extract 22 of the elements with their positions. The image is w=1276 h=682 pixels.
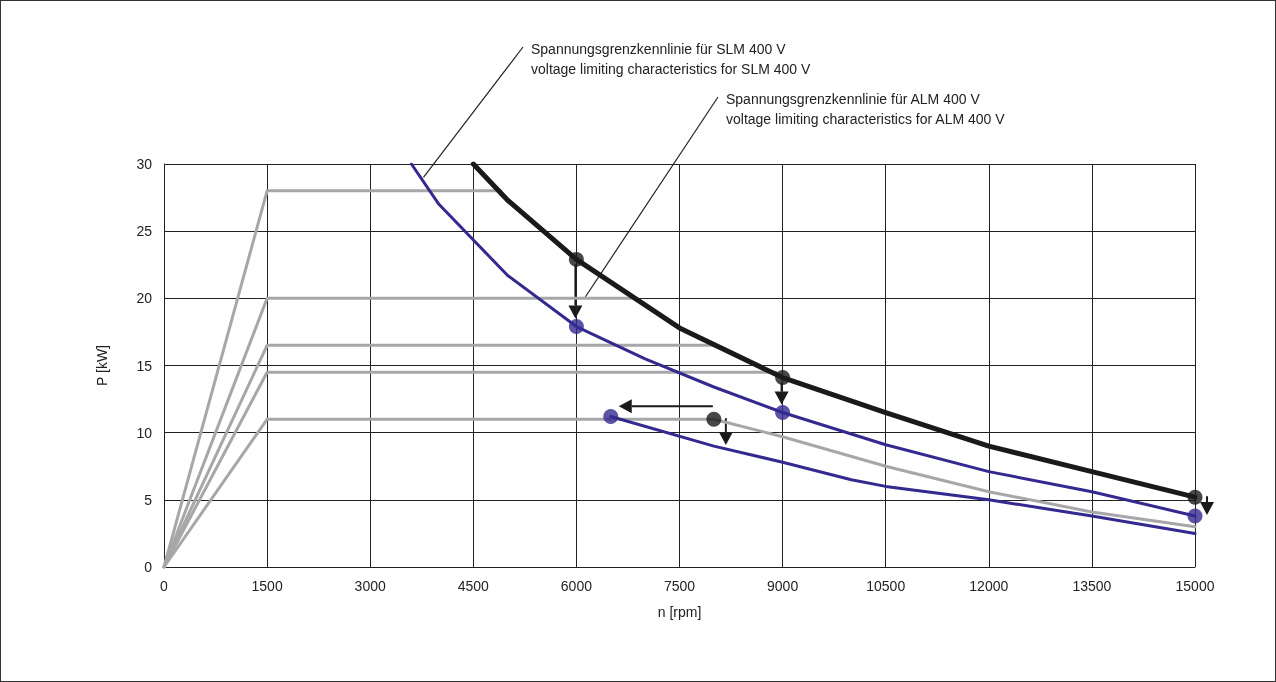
y-tick-label: 15 — [136, 357, 153, 374]
x-tick-label: 1500 — [251, 578, 283, 594]
x-tick-label: 12000 — [969, 578, 1009, 594]
x-tick-label: 7500 — [663, 578, 696, 594]
x-tick-label: 13500 — [1072, 578, 1112, 594]
y-axis-title: P [kW] — [94, 345, 110, 386]
x-tick-label: 0 — [160, 578, 169, 594]
x-tick-label: 15000 — [1175, 578, 1215, 594]
x-tick-label: 9000 — [767, 578, 799, 594]
x-tick-label: 10500 — [866, 578, 906, 594]
annotation: Spannungsgrenzkennlinie für SLM 400 V voltage limiting characteristics for SLM 400 V — [531, 41, 811, 77]
y-tick-label: 10 — [136, 424, 153, 441]
x-tick-label: 6000 — [560, 578, 593, 594]
annotation: Spannungsgrenzkennlinie für ALM 400 V voltage limiting characteristics for ALM 400 V — [726, 91, 1006, 127]
y-tick-label: 5 — [144, 491, 153, 508]
y-tick-label: 25 — [136, 223, 153, 240]
x-tick-label: 3000 — [354, 578, 386, 594]
x-tick-label: 4500 — [457, 578, 490, 594]
x-axis-title: n [rpm] — [657, 604, 702, 620]
y-tick-label: 30 — [136, 156, 153, 172]
y-tick-label: 20 — [136, 290, 153, 307]
y-tick-label: 0 — [144, 559, 153, 575]
